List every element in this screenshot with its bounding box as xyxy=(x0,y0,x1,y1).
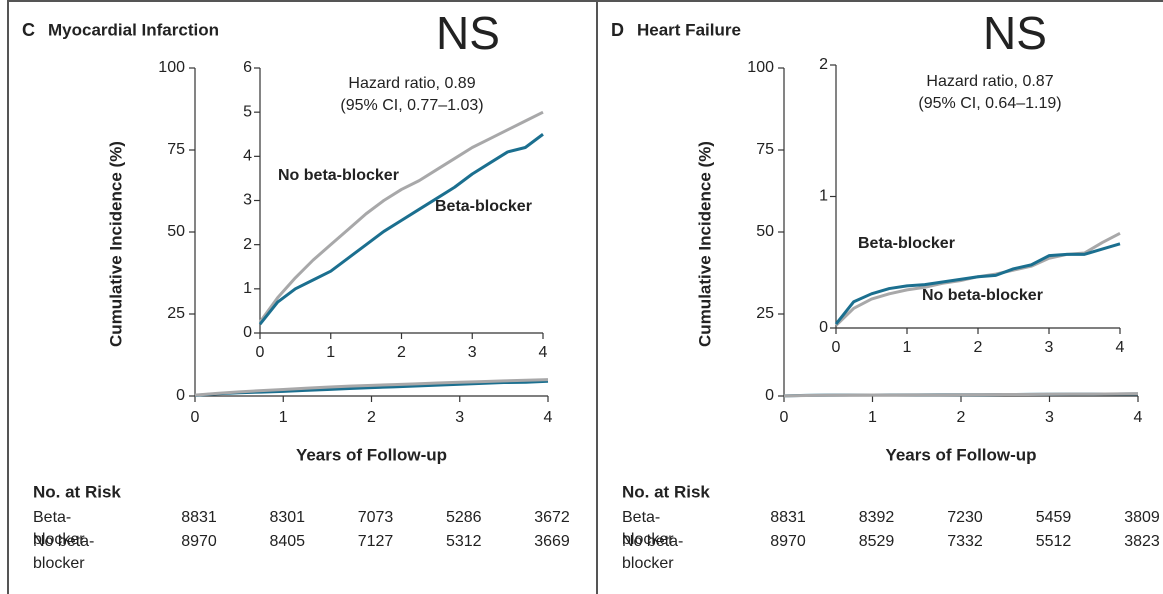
y-tick-label: 0 xyxy=(765,387,774,404)
risk-value: 5286 xyxy=(446,509,482,526)
risk-value: 3823 xyxy=(1124,533,1160,550)
y-tick-label: 100 xyxy=(158,59,185,76)
inset-y-tick-label: 1 xyxy=(243,280,252,297)
risk-row-label: No beta-blocker xyxy=(33,533,95,572)
risk-value: 8301 xyxy=(269,509,305,526)
risk-value: 3669 xyxy=(534,533,570,550)
main-line xyxy=(194,378,549,397)
inset-x-tick-label: 4 xyxy=(1116,339,1125,356)
risk-value: 5512 xyxy=(1036,533,1072,550)
risk-table-title: No. at Risk xyxy=(622,482,710,501)
inset-x-tick-label: 2 xyxy=(974,339,983,356)
x-tick-label: 2 xyxy=(957,409,966,426)
risk-row-label-box: Beta-blocker xyxy=(33,509,85,548)
x-tick-label: 0 xyxy=(191,409,200,426)
risk-value: 8405 xyxy=(269,533,305,550)
risk-row-label: Beta-blocker xyxy=(33,509,85,548)
risk-table-title: No. at Risk xyxy=(33,482,121,501)
risk-value: 5459 xyxy=(1036,509,1072,526)
inset-line xyxy=(834,242,1121,325)
risk-row-label-box: No beta-blocker xyxy=(33,533,95,572)
x-tick-label: 0 xyxy=(780,409,789,426)
inset-y-tick-label: 2 xyxy=(819,56,828,73)
series-label: Beta-blocker xyxy=(435,198,532,215)
risk-value: 8970 xyxy=(770,533,806,550)
annotation: NS xyxy=(983,7,1047,59)
x-tick-label: 2 xyxy=(367,409,376,426)
risk-value: 8392 xyxy=(859,509,895,526)
risk-value: 8529 xyxy=(859,533,895,550)
inset-y-tick-label: 1 xyxy=(819,188,828,205)
y-axis-label: Cumulative Incidence (%) xyxy=(106,141,125,347)
inset-background xyxy=(220,63,563,368)
y-tick-label: 25 xyxy=(756,305,774,322)
panel-title: Myocardial Infarction xyxy=(48,20,219,39)
x-tick-label: 3 xyxy=(1045,409,1054,426)
x-axis-label: Years of Follow-up xyxy=(296,445,447,464)
panel-letter: C xyxy=(22,20,35,40)
risk-value: 8831 xyxy=(181,509,217,526)
y-tick-label: 75 xyxy=(756,141,774,158)
inset-line xyxy=(258,110,544,323)
series-label: Beta-blocker xyxy=(858,235,955,252)
inset-y-tick-label: 0 xyxy=(819,319,828,336)
inset-background xyxy=(796,60,1140,363)
risk-value: 7230 xyxy=(947,509,983,526)
y-tick-label: 0 xyxy=(176,387,185,404)
hazard-ratio: (95% CI, 0.64–1.19) xyxy=(918,95,1061,112)
y-axis-label: Cumulative Incidence (%) xyxy=(695,141,714,347)
risk-value: 3672 xyxy=(534,509,570,526)
risk-row-label-box: No beta-blocker xyxy=(622,533,684,572)
risk-value: 7073 xyxy=(358,509,394,526)
inset-x-tick-label: 0 xyxy=(256,344,265,361)
hazard-ratio: Hazard ratio, 0.89 xyxy=(348,75,475,92)
inset-y-tick-label: 6 xyxy=(243,59,252,76)
inset-y-tick-label: 3 xyxy=(243,192,252,209)
x-tick-label: 3 xyxy=(455,409,464,426)
y-tick-label: 50 xyxy=(756,223,774,240)
inset-y-tick-label: 4 xyxy=(243,148,252,165)
risk-value: 8831 xyxy=(770,509,806,526)
main-line xyxy=(783,392,1139,398)
inset-x-tick-label: 1 xyxy=(326,344,335,361)
inset-x-tick-label: 1 xyxy=(903,339,912,356)
annotation: NS xyxy=(436,7,500,59)
x-tick-label: 1 xyxy=(868,409,877,426)
series-label: No beta-blocker xyxy=(278,167,399,184)
y-tick-label: 75 xyxy=(167,141,185,158)
inset-x-tick-label: 4 xyxy=(539,344,548,361)
series-label: No beta-blocker xyxy=(922,287,1043,304)
hazard-ratio: (95% CI, 0.77–1.03) xyxy=(340,97,483,114)
inset-x-tick-label: 0 xyxy=(832,339,841,356)
inset-y-tick-label: 5 xyxy=(243,103,252,120)
risk-value: 7127 xyxy=(358,533,394,550)
risk-value: 7332 xyxy=(947,533,983,550)
inset-x-tick-label: 2 xyxy=(397,344,406,361)
risk-value: 3809 xyxy=(1124,509,1160,526)
risk-value: 5312 xyxy=(446,533,482,550)
risk-row-label-box: Beta-blocker xyxy=(622,509,674,548)
x-axis-label: Years of Follow-up xyxy=(885,445,1036,464)
y-tick-label: 25 xyxy=(167,305,185,322)
risk-row-label: No beta-blocker xyxy=(622,533,684,572)
main-line xyxy=(194,379,549,397)
panel-letter: D xyxy=(611,20,624,40)
risk-row-label: Beta-blocker xyxy=(622,509,674,548)
inset-line xyxy=(258,133,544,326)
y-tick-label: 100 xyxy=(747,59,774,76)
panel-title: Heart Failure xyxy=(637,20,741,39)
x-tick-label: 1 xyxy=(279,409,288,426)
inset-y-tick-label: 0 xyxy=(243,324,252,341)
inset-x-tick-label: 3 xyxy=(468,344,477,361)
hazard-ratio: Hazard ratio, 0.87 xyxy=(926,73,1053,90)
x-tick-label: 4 xyxy=(544,409,553,426)
risk-value: 8970 xyxy=(181,533,217,550)
inset-x-tick-label: 3 xyxy=(1045,339,1054,356)
inset-y-tick-label: 2 xyxy=(243,236,252,253)
y-tick-label: 50 xyxy=(167,223,185,240)
x-tick-label: 4 xyxy=(1134,409,1143,426)
